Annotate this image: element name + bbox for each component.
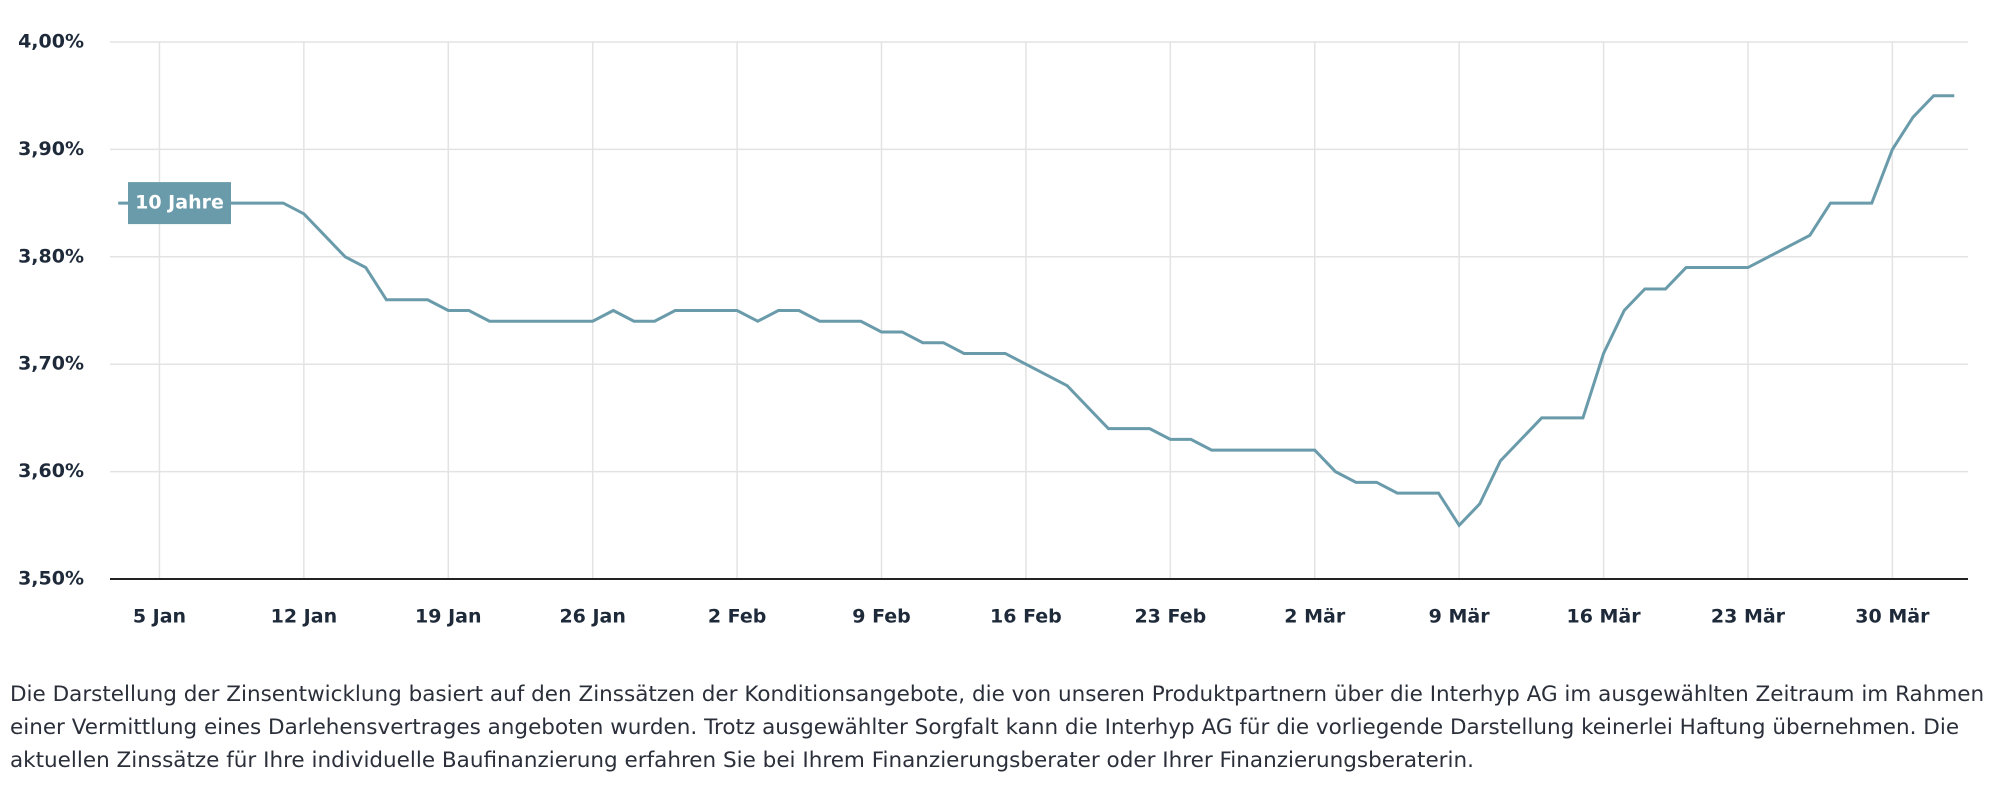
y-tick-label: 3,90% [18,138,84,160]
x-tick-label: 19 Jan [415,606,481,628]
x-tick-label: 26 Jan [559,606,625,628]
x-tick-label: 16 Feb [990,606,1062,628]
x-tick-label: 2 Mär [1284,606,1346,628]
x-tick-label: 30 Mär [1855,606,1930,628]
x-tick-label: 12 Jan [271,606,337,628]
x-tick-label: 2 Feb [708,606,767,628]
chart: 5 Jan 12 Jan 19 Jan 26 Jan 2 Feb 9 Feb 16 Feb 2… [18,31,1968,628]
y-tick-label: 3,60% [18,460,84,482]
series-label-box [128,182,231,225]
footnote: Die Darstellung der Zinsentwicklung basi… [10,682,1985,773]
y-tick-label: 4,00% [18,31,84,53]
y-tick-label: 3,70% [18,353,84,375]
y-tick-label: 3,80% [18,245,84,267]
x-tick-label: 16 Mär [1566,606,1641,628]
line-series [118,94,1955,528]
y-tick-label: 3,50% [18,568,84,590]
x-tick-label: 9 Feb [852,606,911,628]
x-tick-label: 23 Mär [1711,606,1786,628]
x-tick-label: 5 Jan [133,606,186,628]
x-tick-label: 9 Mär [1429,606,1491,628]
x-tick-label: 23 Feb [1134,606,1206,628]
series-label: 10 Jahre [135,192,224,214]
